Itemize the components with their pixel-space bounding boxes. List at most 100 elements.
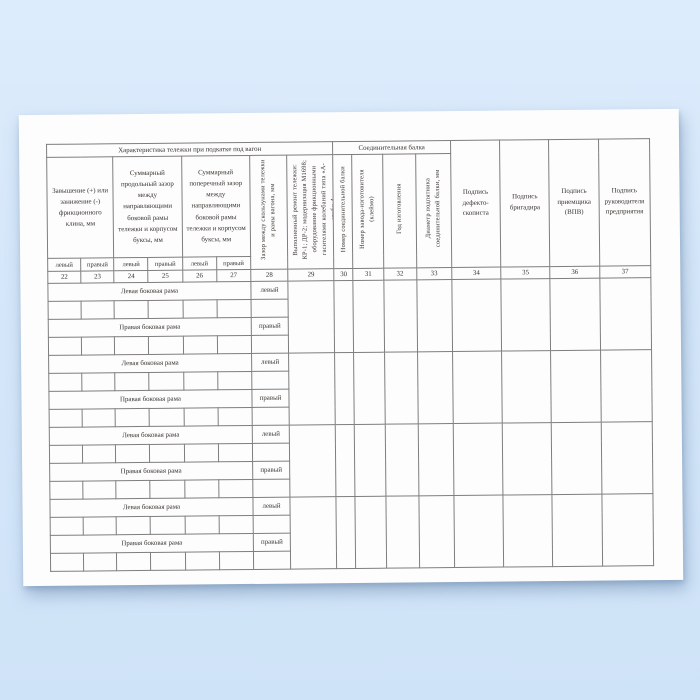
- data-cell: [355, 496, 387, 569]
- col34-header: Подпись дефекто-скописта: [450, 140, 501, 268]
- data-cell: [50, 517, 84, 536]
- data-cell: [219, 551, 254, 570]
- data-cell: [252, 479, 291, 498]
- data-cell: [600, 421, 653, 495]
- data-cell: [289, 424, 337, 498]
- data-cell: [149, 408, 184, 427]
- data-cell: [116, 516, 151, 535]
- data-cell: [336, 496, 357, 569]
- data-cell: [416, 279, 453, 352]
- data-cell: [81, 336, 115, 356]
- right-frame-label: Правая боковая рама: [48, 317, 252, 338]
- data-cell: [83, 516, 117, 536]
- data-cell: [451, 279, 502, 352]
- data-cell: [253, 551, 291, 570]
- side-right-cell: правый: [251, 317, 289, 336]
- data-cell: [114, 336, 150, 355]
- col32-header-text: Год изготовления: [395, 183, 403, 235]
- data-cell: [49, 481, 84, 500]
- data-cell: [353, 280, 385, 353]
- data-cell: [218, 443, 253, 462]
- col31-header: Номер завода-изготовителя (клеймо): [352, 154, 384, 269]
- data-cell: [49, 409, 83, 428]
- col26-27-header: Суммарный поперечный зазор между направл…: [181, 155, 251, 258]
- right-frame-label: Правая боковая рама: [48, 389, 253, 410]
- data-cell: [216, 299, 252, 318]
- data-cell: [81, 300, 115, 320]
- col-number: 29: [287, 268, 335, 282]
- data-cell: [182, 299, 217, 319]
- data-cell: [253, 515, 291, 534]
- data-cell: [82, 480, 117, 500]
- data-cell: [116, 552, 152, 571]
- data-cell: [354, 424, 386, 497]
- col-number: 33: [416, 267, 452, 280]
- data-cell: [217, 371, 252, 390]
- side-left-header: левый: [113, 257, 149, 271]
- col24-25-header: Суммарный продольный зазор между направл…: [112, 156, 183, 258]
- data-cell: [418, 495, 455, 568]
- col33-header-text: Диаметр подпятника соединительной балки,…: [424, 169, 442, 248]
- data-cell: [502, 422, 553, 496]
- data-cell: [49, 445, 83, 464]
- side-left-cell: левый: [251, 353, 289, 372]
- data-cell: [453, 423, 504, 496]
- data-cell: [252, 443, 290, 462]
- data-cell: [48, 301, 82, 320]
- right-frame-label: Правая боковая рама: [49, 461, 253, 482]
- side-left-cell: левый: [252, 425, 290, 444]
- col22-23-header: Завышение (+) или занижение (-) фрикцион…: [46, 156, 114, 259]
- col-number: 36: [550, 266, 600, 279]
- data-cell: [149, 444, 185, 463]
- data-cell: [115, 444, 151, 463]
- col36-header: Подпись приемщика (ВПВ): [548, 139, 600, 267]
- data-cell: [183, 407, 219, 427]
- right-frame-label: Правая боковая рама: [50, 533, 254, 554]
- left-frame-label: Левая боковая рама: [47, 281, 251, 302]
- data-cell: [150, 480, 185, 499]
- data-cell: [551, 422, 602, 495]
- left-frame-label: Левая боковая рама: [49, 425, 253, 446]
- data-cell: [82, 408, 116, 428]
- data-cell: [417, 423, 454, 496]
- data-cell: [115, 408, 150, 427]
- data-cell: [150, 516, 185, 535]
- data-cell: [334, 352, 355, 425]
- side-right-cell: правый: [251, 389, 290, 408]
- data-cell: [184, 515, 220, 535]
- data-cell: [116, 480, 151, 499]
- data-cell: [217, 335, 252, 354]
- col-number: 37: [599, 265, 651, 279]
- data-cell: [148, 300, 183, 319]
- col-number: 35: [500, 266, 551, 280]
- col32-header: Год изготовления: [382, 153, 417, 269]
- data-cell: [251, 335, 289, 354]
- col35-header: Подпись бригадира: [499, 139, 551, 268]
- data-cell: [252, 407, 290, 426]
- data-cell: [601, 493, 654, 567]
- data-cell: [48, 337, 82, 356]
- data-cell: [290, 496, 337, 570]
- col29-header: Выполненный ремонт тележки: КР-1; ДР-2; …: [286, 154, 335, 270]
- data-cell: [550, 350, 601, 423]
- side-right-cell: правый: [253, 533, 291, 552]
- side-left-cell: левый: [252, 497, 291, 516]
- data-cell: [115, 372, 150, 391]
- col28-header: Зазор между скользунами тележки и рамы в…: [249, 155, 288, 270]
- col-number: 24: [114, 270, 149, 283]
- data-cell: [218, 515, 254, 534]
- data-cell: [552, 494, 603, 567]
- data-cell: [183, 335, 218, 355]
- side-left-header: левый: [47, 258, 81, 272]
- trolley-inspection-table: Характеристика тележки при подкатке под …: [46, 138, 655, 572]
- data-cell: [287, 280, 335, 354]
- col-number: 26: [182, 269, 217, 283]
- col-number: 27: [216, 269, 251, 282]
- col-number: 30: [334, 268, 354, 281]
- col-number: 22: [47, 271, 82, 284]
- data-cell: [599, 277, 652, 351]
- data-cell: [383, 279, 418, 353]
- data-cell: [288, 352, 336, 426]
- data-cell: [185, 551, 220, 571]
